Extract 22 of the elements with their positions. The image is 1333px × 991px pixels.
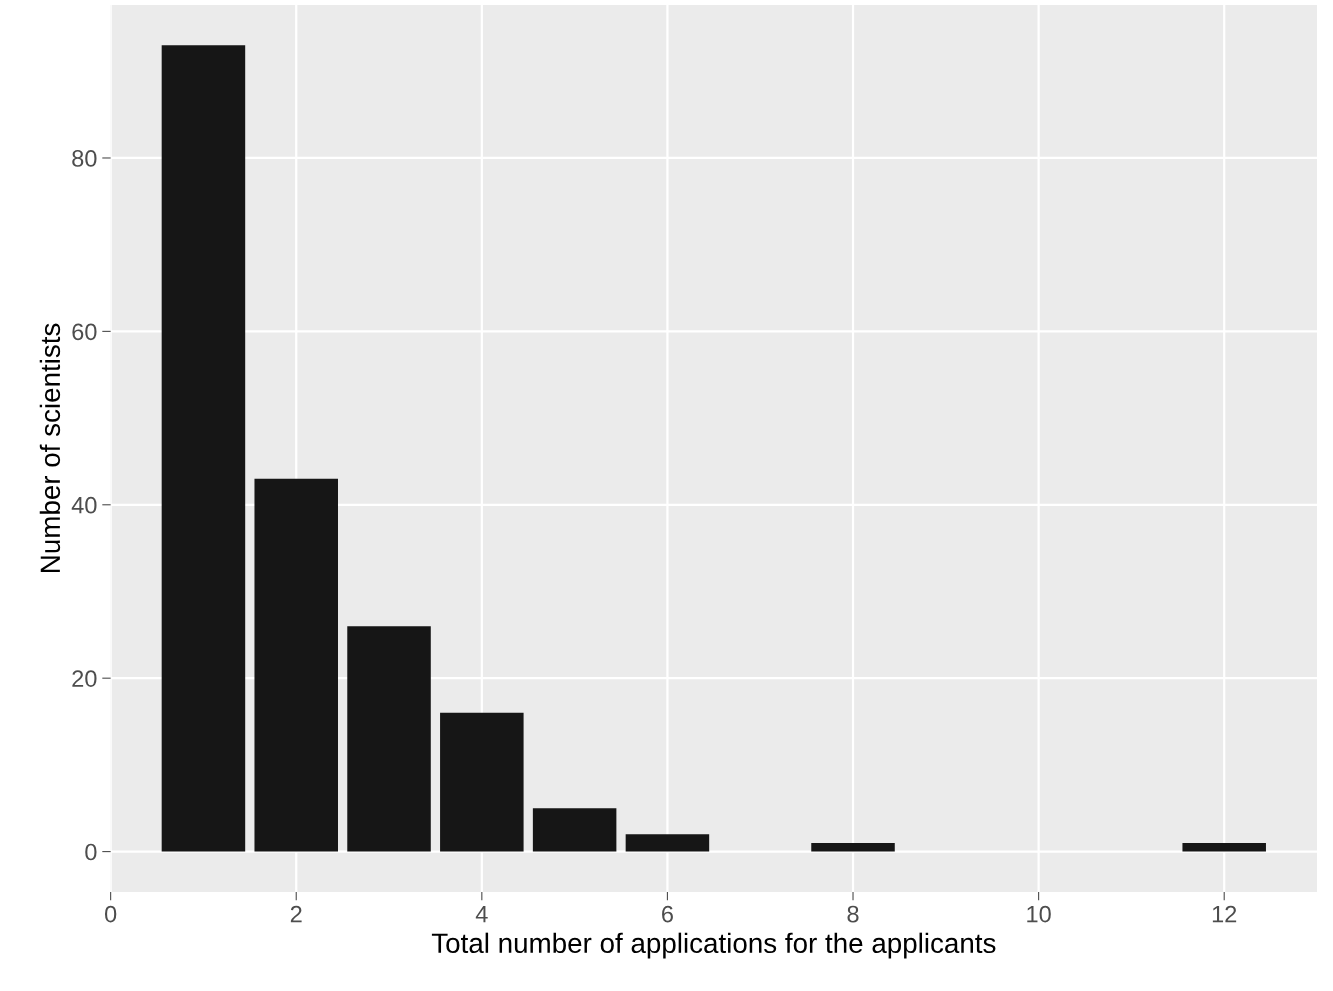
x-tick-label: 4 — [475, 905, 488, 923]
x-tick-label: 6 — [662, 905, 673, 923]
y-tick-label: 60 — [72, 323, 97, 341]
bar — [347, 626, 431, 852]
y-tick-label: 0 — [85, 843, 97, 861]
bar — [254, 478, 338, 852]
x-tick-label: 8 — [847, 905, 859, 923]
y-axis-title: Number of scientists — [39, 323, 61, 572]
y-tick-label: 80 — [72, 150, 97, 167]
x-tick-label: 0 — [105, 905, 117, 923]
bar — [440, 712, 524, 852]
bar — [625, 834, 710, 852]
bar — [1182, 842, 1266, 852]
x-tick-label: 10 — [1027, 905, 1051, 923]
y-tick-label: 40 — [71, 496, 97, 514]
bar — [161, 45, 246, 852]
x-axis-title: Total number of applications for the applicants — [431, 932, 996, 959]
bar — [532, 808, 617, 852]
x-tick-label: 12 — [1212, 905, 1237, 923]
y-tick-label: 20 — [72, 670, 97, 687]
x-tick-label: 2 — [290, 905, 302, 923]
bar — [811, 842, 895, 852]
